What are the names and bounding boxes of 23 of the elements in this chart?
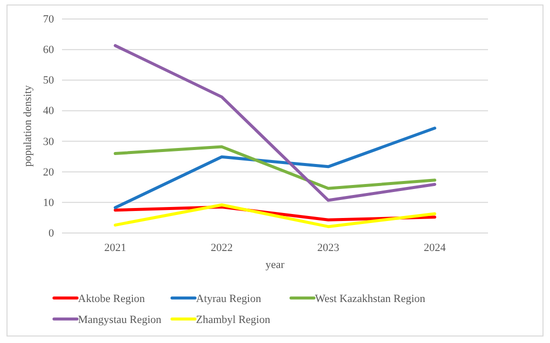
x-tick-label: 2024 bbox=[424, 242, 446, 254]
x-tick-label: 2021 bbox=[104, 242, 126, 254]
y-tick-label: 30 bbox=[43, 136, 54, 148]
line-series bbox=[114, 145, 436, 190]
y-axis-title: population density bbox=[22, 84, 34, 167]
y-tick-label: 60 bbox=[43, 44, 54, 56]
legend-label: Atyrau Region bbox=[196, 293, 262, 305]
y-tick-label: 50 bbox=[43, 74, 54, 87]
y-tick-label: 10 bbox=[43, 196, 54, 209]
x-tick-label: 2023 bbox=[317, 242, 340, 254]
y-tick-label: 40 bbox=[43, 105, 54, 118]
y-tick-label: 70 bbox=[43, 14, 54, 26]
legend-label: Zhambyl Region bbox=[196, 314, 271, 326]
x-tick-label: 2022 bbox=[210, 242, 233, 254]
line-series bbox=[114, 126, 436, 210]
line-series bbox=[114, 203, 436, 228]
y-tick-label: 0 bbox=[48, 228, 54, 240]
x-axis-title: year bbox=[266, 259, 285, 271]
legend-label: Aktobe Region bbox=[78, 293, 146, 305]
legend-label: West Kazakhstan Region bbox=[315, 293, 426, 305]
line-series bbox=[114, 44, 436, 202]
y-tick-label: 20 bbox=[43, 166, 54, 178]
legend-label: Mangystau Region bbox=[78, 314, 162, 326]
